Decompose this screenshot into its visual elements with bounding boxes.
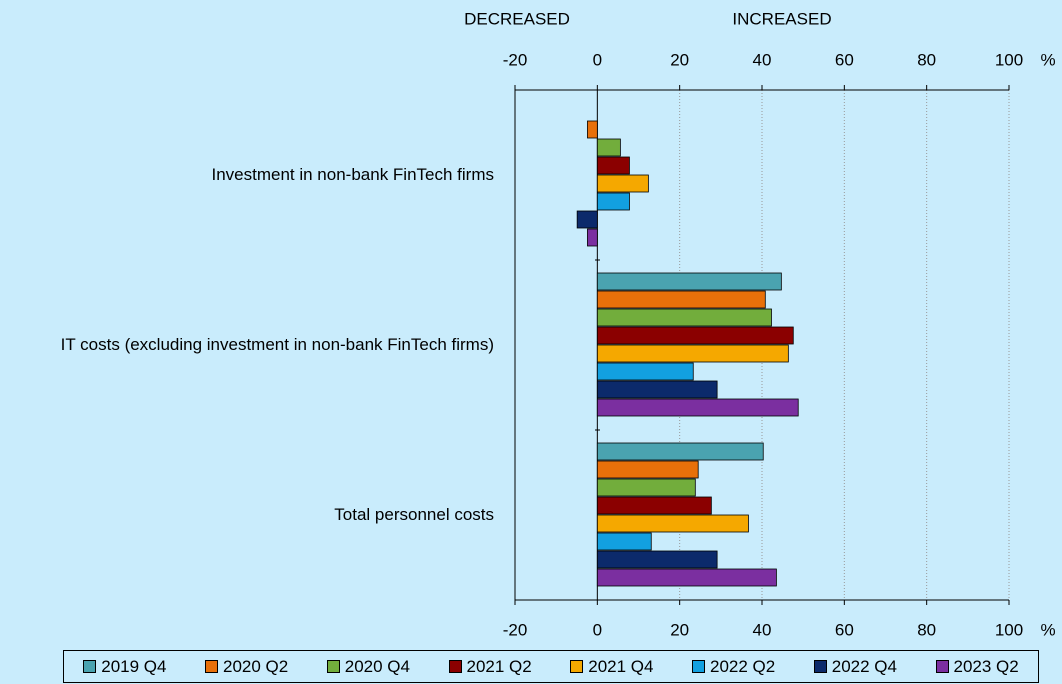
legend-label: 2022 Q4 xyxy=(831,656,897,676)
bar xyxy=(596,550,718,569)
legend-swatch xyxy=(326,660,340,673)
bar xyxy=(596,138,621,157)
legend-swatch xyxy=(83,660,97,673)
legend-item: 2022 Q2 xyxy=(692,657,775,677)
x-tick-label: 100 xyxy=(995,50,1023,69)
x-tick-label: 80 xyxy=(917,620,936,639)
legend-item: 2023 Q2 xyxy=(935,656,1019,677)
bar xyxy=(596,568,777,587)
x-tick-label: 20 xyxy=(670,620,689,639)
bar xyxy=(596,344,789,363)
x-tick-label: 20 xyxy=(670,50,689,69)
bar xyxy=(596,460,699,479)
bar xyxy=(587,228,598,247)
legend-swatch xyxy=(205,660,218,673)
legend-label: 2021 Q4 xyxy=(588,656,654,676)
bar xyxy=(596,192,630,211)
x-tick-label: 60 xyxy=(835,620,854,639)
y-category-label: IT costs (excluding investment in non-ba… xyxy=(60,335,494,354)
x-tick-label: 0 xyxy=(593,50,602,69)
bar xyxy=(576,210,598,229)
legend-swatch xyxy=(692,660,705,673)
legend-label: 2020 Q2 xyxy=(223,656,289,676)
x-tick-label: 100 xyxy=(995,620,1023,639)
bar xyxy=(596,290,766,309)
bar xyxy=(596,496,712,515)
bar xyxy=(596,442,764,461)
legend-swatch xyxy=(570,660,584,673)
legend-label: 2023 Q2 xyxy=(953,656,1019,676)
legend-item: 2021 Q4 xyxy=(570,657,653,677)
legend-item: 2019 Q4 xyxy=(83,657,166,677)
bar xyxy=(596,532,652,551)
bar xyxy=(596,272,782,291)
bar xyxy=(596,362,694,381)
x-tick-label: -20 xyxy=(503,620,528,639)
bar xyxy=(587,120,598,139)
x-tick-label: 0 xyxy=(593,620,602,639)
x-tick-label: -20 xyxy=(503,50,528,69)
legend-item: 2020 Q2 xyxy=(205,657,288,677)
legend-item: 2022 Q4 xyxy=(813,656,897,677)
bar xyxy=(596,514,749,533)
legend-item: 2020 Q4 xyxy=(326,656,410,677)
legend-label: 2021 Q2 xyxy=(466,656,532,676)
x-tick-label: 40 xyxy=(753,620,772,639)
bar xyxy=(596,398,799,417)
legend-swatch xyxy=(813,660,827,673)
y-category-label: Investment in non-bank FinTech firms xyxy=(211,165,494,184)
bar xyxy=(596,380,718,399)
x-unit: % xyxy=(1040,620,1055,639)
legend-item: 2021 Q2 xyxy=(448,656,532,677)
legend-swatch xyxy=(448,660,462,673)
annotation: DECREASED xyxy=(464,9,570,28)
bar xyxy=(596,308,772,327)
x-tick-label: 60 xyxy=(835,50,854,69)
legend-label: 2022 Q2 xyxy=(710,656,776,676)
bar xyxy=(596,326,794,345)
annotation: INCREASED xyxy=(732,9,831,28)
legend-label: 2019 Q4 xyxy=(101,656,167,676)
legend-swatch xyxy=(935,660,949,673)
bar xyxy=(596,156,630,175)
x-tick-label: 40 xyxy=(753,50,772,69)
x-unit: % xyxy=(1040,50,1055,69)
x-tick-label: 80 xyxy=(917,50,936,69)
bar xyxy=(596,174,649,193)
legend: 2019 Q4 2020 Q2 2020 Q4 2021 Q2 2021 Q4 2022 … xyxy=(63,650,1039,683)
y-category-label: Total personnel costs xyxy=(334,505,494,524)
legend-label: 2020 Q4 xyxy=(344,656,410,676)
bar xyxy=(596,478,696,497)
